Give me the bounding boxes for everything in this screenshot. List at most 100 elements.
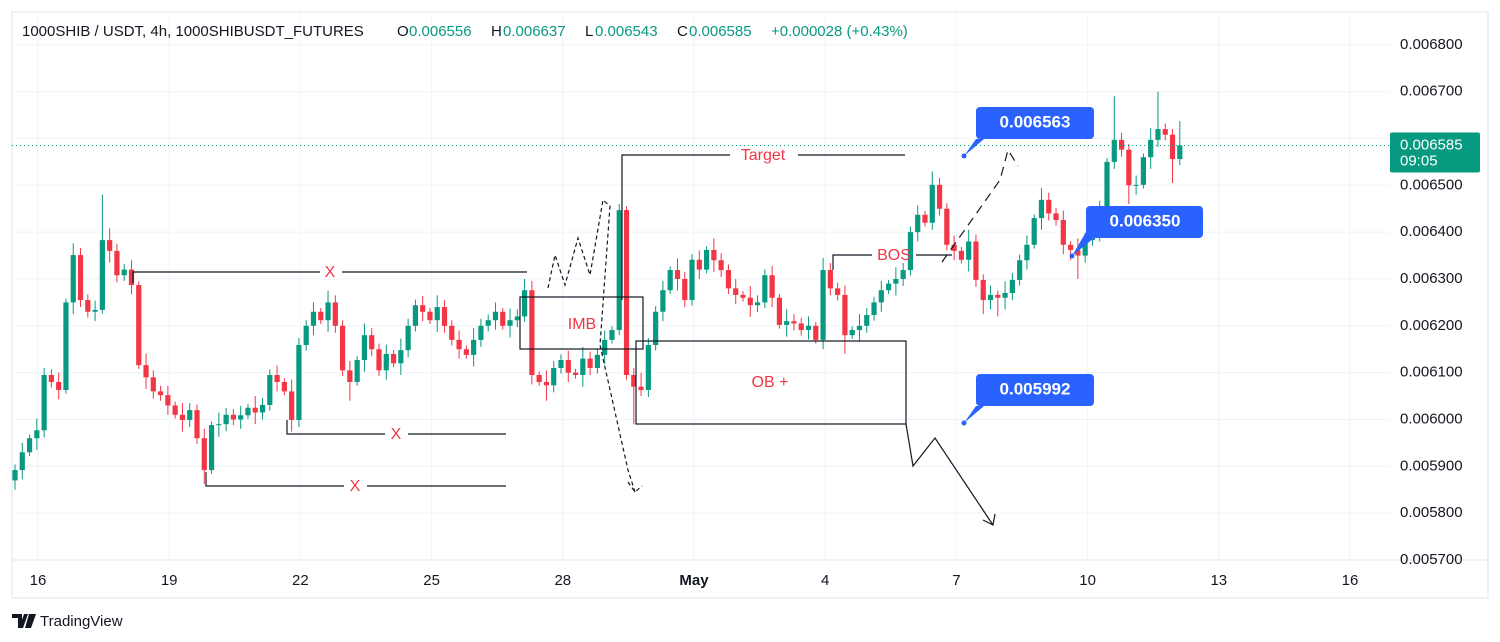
y-tick-label: 0.006700 <box>1400 83 1463 100</box>
x-tick-label: 7 <box>952 572 960 589</box>
y-tick-label: 0.006800 <box>1400 36 1463 53</box>
candle-body <box>609 330 615 340</box>
callout-anchor <box>961 153 967 159</box>
candle-body <box>201 438 207 471</box>
candle-body <box>485 320 491 326</box>
high-value: 0.006637 <box>503 23 566 40</box>
candle-body <box>85 300 91 312</box>
candle-body <box>645 345 651 390</box>
candle-body <box>536 374 542 383</box>
x-line <box>132 271 320 283</box>
callout-pointer <box>964 406 984 423</box>
candle-body <box>274 374 280 383</box>
candle-body <box>704 249 710 270</box>
logo-text: TradingView <box>40 613 123 630</box>
candle-body <box>849 330 855 336</box>
candle-body <box>1053 213 1059 220</box>
candle-body <box>711 249 717 261</box>
candle-body <box>456 339 462 350</box>
candle-body <box>958 250 964 260</box>
candle-body <box>558 360 564 368</box>
callout-pointer <box>964 139 984 156</box>
candle-body <box>856 325 863 331</box>
candle-body <box>980 279 986 301</box>
candle-body <box>369 335 375 350</box>
x-line <box>286 420 385 435</box>
candle-body <box>412 305 418 326</box>
candle-body <box>478 325 484 340</box>
candle-body <box>354 360 360 383</box>
x-line <box>205 472 344 487</box>
y-tick-label: 0.005800 <box>1400 504 1463 521</box>
candle-body <box>886 283 892 291</box>
candle-body <box>682 278 688 301</box>
candle-body <box>252 407 258 413</box>
callout-box <box>976 374 1094 406</box>
candle-body <box>864 315 870 326</box>
candle-body <box>507 320 513 326</box>
y-tick-label: 0.006400 <box>1400 223 1463 240</box>
candle-body <box>216 424 222 426</box>
high-label: H <box>491 23 502 40</box>
x-tick-label: 25 <box>423 572 440 589</box>
candle-body <box>1009 279 1015 294</box>
candle-body <box>915 214 921 233</box>
candle-body <box>434 307 440 321</box>
callout-box <box>1086 206 1203 238</box>
x-tick-label: 10 <box>1079 572 1096 589</box>
candle-body <box>762 275 768 303</box>
candle-body <box>1068 244 1074 250</box>
candle-body <box>114 250 120 276</box>
candle-body <box>529 290 535 375</box>
candle-body <box>929 184 935 223</box>
close-value: 0.006585 <box>689 23 752 40</box>
change: +0.000028 (+0.43%) <box>771 23 908 40</box>
x-tick-label: 19 <box>161 572 178 589</box>
bos-label: BOS <box>877 247 911 264</box>
candle-body <box>121 269 127 276</box>
candle-body <box>653 311 659 346</box>
candle-body <box>580 358 586 375</box>
y-tick-label: 0.006200 <box>1400 317 1463 334</box>
candle-body <box>12 470 18 481</box>
candle-body <box>136 285 142 366</box>
candle-body <box>551 367 557 386</box>
candle-body <box>966 241 972 260</box>
candle-body <box>1169 134 1176 160</box>
callout-anchor <box>1069 253 1075 259</box>
candles <box>12 91 1183 490</box>
candle-body <box>725 270 732 289</box>
candle-body <box>172 405 178 415</box>
candle-body <box>689 259 695 301</box>
candle-body <box>820 270 826 340</box>
logo-icon <box>12 614 36 628</box>
candle-body <box>805 325 812 331</box>
candle-body <box>34 430 40 439</box>
ob-label: OB + <box>752 374 789 391</box>
candle-body <box>492 311 499 321</box>
target-line <box>621 154 730 300</box>
candle-body <box>208 425 215 471</box>
callout-label: 0.006350 <box>1110 211 1181 230</box>
candle-body <box>1111 139 1117 162</box>
candle-body <box>776 297 782 325</box>
candle-body <box>922 214 928 223</box>
x-label: X <box>325 264 336 281</box>
candle-body <box>638 386 644 390</box>
x-tick-label: 22 <box>292 572 309 589</box>
candle-body <box>449 325 455 340</box>
axes: 0.005700 0.005800 0.005900 0.006000 0.006100… <box>12 36 1480 589</box>
x-tick-label: 13 <box>1210 572 1227 589</box>
candle-body <box>784 321 790 325</box>
open-label: O <box>397 23 409 40</box>
candle-body <box>572 372 579 375</box>
candle-body <box>565 360 571 373</box>
candle-body <box>602 339 608 355</box>
candle-body <box>158 391 164 396</box>
candle-body <box>1046 199 1052 214</box>
candle-body <box>463 349 469 355</box>
candle-body <box>587 358 593 368</box>
candle-body <box>63 302 69 390</box>
candle-body <box>798 323 804 331</box>
